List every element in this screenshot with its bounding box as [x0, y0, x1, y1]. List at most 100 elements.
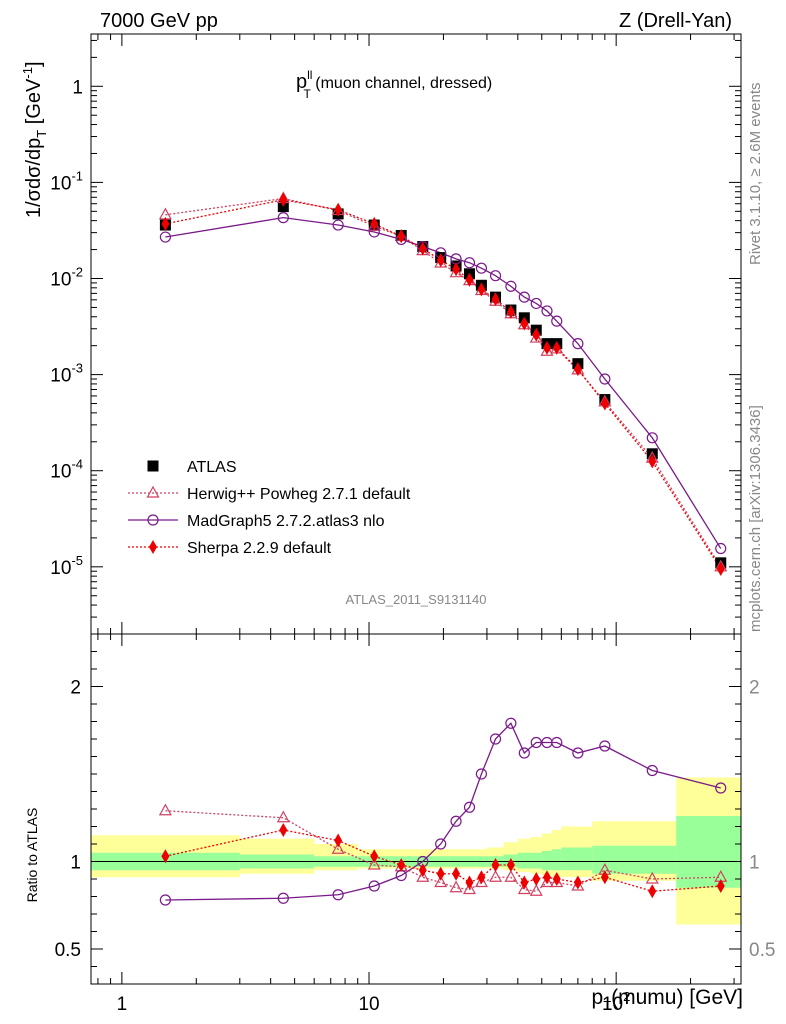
- ratio-point-herwig: [462, 882, 477, 895]
- ratio-point-herwig: [489, 870, 503, 882]
- main-point-sherpa: [465, 272, 474, 287]
- ratio-point-madgraph: [505, 717, 517, 729]
- ratio-point-sherpa: [418, 863, 427, 878]
- main-point-madgraph: [489, 270, 502, 282]
- main-point-sherpa: [600, 396, 609, 411]
- ratio-point-herwig: [540, 875, 554, 888]
- main-point-sherpa: [370, 216, 379, 231]
- ratio-y-tick-label-right: 1: [749, 853, 760, 874]
- ratio-plot-marks: [158, 717, 728, 906]
- main-point-sherpa: [491, 292, 500, 307]
- y-tick-label: 10-5: [50, 553, 83, 579]
- header-right: Z (Drell-Yan): [619, 10, 732, 32]
- ratio-point-sherpa: [477, 870, 486, 885]
- analysis-id: ATLAS_2011_S9131140: [346, 592, 487, 607]
- ratio-point-madgraph: [551, 736, 563, 749]
- ratio-point-sherpa: [491, 858, 500, 872]
- ratio-uncertainty-bands: [91, 777, 741, 925]
- main-point-madgraph: [530, 297, 542, 310]
- main-point-madgraph: [332, 219, 344, 231]
- legend-marker-madgraph: [147, 514, 159, 526]
- ratio-point-sherpa: [573, 875, 582, 890]
- band-inner-bin: [541, 851, 552, 871]
- ratio-point-herwig: [367, 857, 381, 870]
- main-point-sherpa: [418, 241, 427, 256]
- ratio-point-sherpa: [397, 858, 406, 872]
- band-inner-bin: [592, 845, 677, 874]
- x-tick-label: 10: [358, 994, 379, 1015]
- plot-title-main: p: [296, 71, 307, 93]
- ratio-point-madgraph: [435, 838, 447, 850]
- main-point-madgraph: [463, 257, 476, 269]
- rivet-side-text: Rivet 3.1.10, ≥ 2.6M events: [747, 83, 764, 266]
- main-point-herwig: [449, 265, 463, 278]
- ratio-y-tick-label: 2: [70, 678, 81, 699]
- ratio-point-madgraph: [368, 880, 380, 892]
- y-tick-label: 10-1: [50, 168, 83, 194]
- main-point-sherpa: [279, 192, 288, 207]
- ratio-point-herwig: [449, 880, 463, 893]
- ratio-ylabel: Ratio to ATLAS: [24, 808, 40, 903]
- main-point-sherpa: [436, 253, 445, 268]
- ratio-point-sherpa: [334, 833, 343, 848]
- main-point-sherpa: [648, 454, 657, 469]
- ratio-point-madgraph: [599, 740, 611, 752]
- ratio-point-sherpa: [161, 849, 170, 864]
- axes: 1 10 102 10-5 10-4 10-3 10-2 10-1 1 0.5 0.5 1 1 2 2: [50, 33, 775, 1015]
- main-point-sherpa: [573, 362, 582, 377]
- ratio-y-tick-label-right: 0.5: [749, 940, 775, 961]
- ratio-frame: [90, 633, 742, 985]
- ratio-point-madgraph: [332, 889, 344, 901]
- y-tick-label: 10-4: [50, 457, 83, 483]
- ratio-point-madgraph: [463, 801, 476, 813]
- main-point-madgraph: [475, 262, 488, 274]
- ratio-point-herwig: [517, 882, 531, 895]
- main-point-madgraph: [159, 231, 171, 243]
- legend-marker-atlas: [147, 460, 159, 472]
- main-point-sherpa: [506, 304, 515, 319]
- ratio-point-sherpa: [520, 875, 529, 890]
- ratio-point-madgraph: [277, 892, 289, 904]
- ratio-point-sherpa: [452, 866, 461, 881]
- ratio-point-herwig: [416, 870, 430, 882]
- band-inner-bin: [551, 849, 562, 871]
- main-point-madgraph: [277, 212, 289, 224]
- legend-label-madgraph: MadGraph5 2.7.2.atlas3 nlo: [187, 513, 385, 530]
- main-ylabel: 1/σdσ/dpT [GeV-1]: [20, 61, 49, 218]
- ratio-point-madgraph: [518, 747, 530, 759]
- ratio-y-tick-label: 0.5: [55, 940, 81, 961]
- main-point-sherpa: [477, 282, 486, 297]
- ratio-point-herwig: [571, 878, 585, 891]
- main-point-herwig: [529, 330, 543, 343]
- ratio-point-herwig: [474, 875, 488, 888]
- ratio-point-sherpa: [600, 870, 609, 885]
- ratio-point-sherpa: [370, 849, 379, 864]
- ratio-point-herwig: [276, 810, 290, 823]
- ratio-point-herwig: [645, 871, 659, 884]
- main-point-sherpa: [161, 216, 170, 231]
- ratio-point-madgraph: [572, 747, 584, 759]
- main-plot-marks: [158, 191, 728, 576]
- main-point-madgraph: [541, 305, 553, 317]
- main-point-herwig: [540, 344, 554, 356]
- ratio-point-sherpa: [716, 879, 725, 893]
- main-point-sherpa: [532, 327, 541, 342]
- plot-title-sup: ll: [307, 68, 312, 82]
- plot-title-sub: T: [303, 87, 311, 101]
- ratio-point-herwig: [331, 842, 345, 854]
- ratio-point-madgraph: [715, 782, 727, 794]
- ratio-y-tick-label: 1: [70, 853, 81, 874]
- ratio-point-herwig: [529, 884, 543, 896]
- main-point-atlas: [646, 448, 658, 460]
- ratio-point-herwig: [504, 870, 518, 882]
- main-point-sherpa: [716, 561, 725, 576]
- main-point-madgraph: [505, 280, 517, 292]
- ratio-point-sherpa: [506, 858, 515, 872]
- plot-title-rest: (muon channel, dressed): [311, 75, 492, 92]
- main-point-madgraph: [551, 315, 563, 327]
- main-point-sherpa: [397, 229, 406, 244]
- main-point-madgraph: [646, 432, 658, 444]
- ratio-point-herwig: [434, 875, 448, 888]
- ratio-point-sherpa: [436, 866, 445, 881]
- legend-marker-herwig: [146, 485, 160, 498]
